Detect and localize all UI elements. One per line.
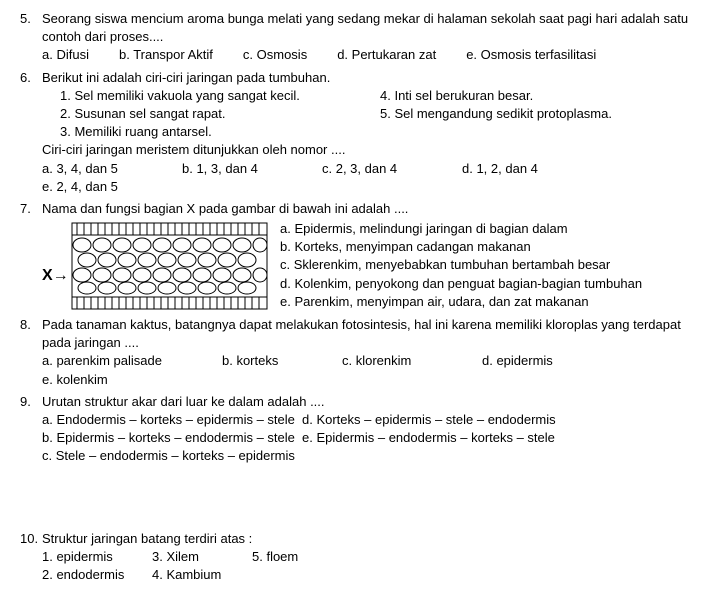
q8-text: Pada tanaman kaktus, batangnya dapat mel…: [42, 316, 700, 352]
q10-item-3: 3. Xilem: [152, 548, 252, 566]
q9-opt-a: a. Endodermis – korteks – epidermis – st…: [42, 411, 302, 429]
q6-opt-c: c. 2, 3, dan 4: [322, 160, 432, 178]
q9-opt-c: c. Stele – endodermis – korteks – epider…: [42, 447, 302, 465]
q7-number: 7.: [20, 200, 42, 218]
q5-opt-e: e. Osmosis terfasilitasi: [466, 46, 596, 64]
q6-opt-d: d. 1, 2, dan 4: [462, 160, 572, 178]
q7-opt-e: e. Parenkim, menyimpan air, udara, dan z…: [280, 293, 700, 311]
question-8: 8. Pada tanaman kaktus, batangnya dapat …: [20, 316, 700, 389]
q8-opt-e: e. kolenkim: [42, 371, 108, 389]
q6-item-3: 3. Memiliki ruang antarsel.: [60, 123, 380, 141]
q6-item-5: 5. Sel mengandung sedikit protoplasma.: [380, 105, 700, 123]
question-6: 6. Berikut ini adalah ciri-ciri jaringan…: [20, 69, 700, 196]
q9-opt-b: b. Epidermis – korteks – endodermis – st…: [42, 429, 302, 447]
q6-text2: Ciri-ciri jaringan meristem ditunjukkan …: [42, 141, 700, 159]
q7-opt-b: b. Korteks, menyimpan cadangan makanan: [280, 238, 700, 256]
q6-opt-e: e. 2, 4, dan 5: [42, 178, 118, 196]
question-5: 5. Seorang siswa mencium aroma bunga mel…: [20, 10, 700, 65]
q9-text: Urutan struktur akar dari luar ke dalam …: [42, 393, 700, 411]
q10-item-4: 4. Kambium: [152, 566, 252, 584]
q8-opt-b: b. korteks: [222, 352, 312, 370]
q6-item-1: 1. Sel memiliki vakuola yang sangat keci…: [60, 87, 380, 105]
q5-number: 5.: [20, 10, 42, 46]
q10-text: Struktur jaringan batang terdiri atas :: [42, 530, 700, 548]
q7-x-label: X→: [42, 267, 69, 284]
question-7: 7. Nama dan fungsi bagian X pada gambar …: [20, 200, 700, 312]
q9-number: 9.: [20, 393, 42, 411]
q7-opt-d: d. Kolenkim, penyokong dan penguat bagia…: [280, 275, 700, 293]
q5-opt-d: d. Pertukaran zat: [337, 46, 436, 64]
q5-opt-a: a. Difusi: [42, 46, 89, 64]
q7-opt-c: c. Sklerenkim, menyebabkan tumbuhan bert…: [280, 256, 700, 274]
q6-number: 6.: [20, 69, 42, 87]
q8-opt-a: a. parenkim palisade: [42, 352, 192, 370]
q6-opt-a: a. 3, 4, dan 5: [42, 160, 152, 178]
q8-number: 8.: [20, 316, 42, 352]
q5-opt-b: b. Transpor Aktif: [119, 46, 213, 64]
q6-opt-b: b. 1, 3, dan 4: [182, 160, 292, 178]
q8-opt-c: c. klorenkim: [342, 352, 452, 370]
q6-text: Berikut ini adalah ciri-ciri jaringan pa…: [42, 69, 700, 87]
q6-item-2: 2. Susunan sel sangat rapat.: [60, 105, 380, 123]
q7-diagram: X→: [42, 220, 272, 312]
q7-opt-a: a. Epidermis, melindungi jaringan di bag…: [280, 220, 700, 238]
question-10: 10. Struktur jaringan batang terdiri ata…: [20, 530, 700, 585]
q6-item-4: 4. Inti sel berukuran besar.: [380, 87, 700, 105]
q10-number: 10.: [20, 530, 42, 548]
question-9: 9. Urutan struktur akar dari luar ke dal…: [20, 393, 700, 466]
q10-item-2: 2. endodermis: [42, 566, 152, 584]
q10-item-1: 1. epidermis: [42, 548, 152, 566]
q5-opt-c: c. Osmosis: [243, 46, 307, 64]
q9-opt-d: d. Korteks – epidermis – stele – endoder…: [302, 411, 556, 429]
q8-opt-d: d. epidermis: [482, 352, 592, 370]
q9-opt-e: e. Epidermis – endodermis – korteks – st…: [302, 429, 556, 447]
q7-text: Nama dan fungsi bagian X pada gambar di …: [42, 200, 700, 218]
q10-item-5: 5. floem: [252, 548, 352, 566]
q5-text: Seorang siswa mencium aroma bunga melati…: [42, 10, 700, 46]
